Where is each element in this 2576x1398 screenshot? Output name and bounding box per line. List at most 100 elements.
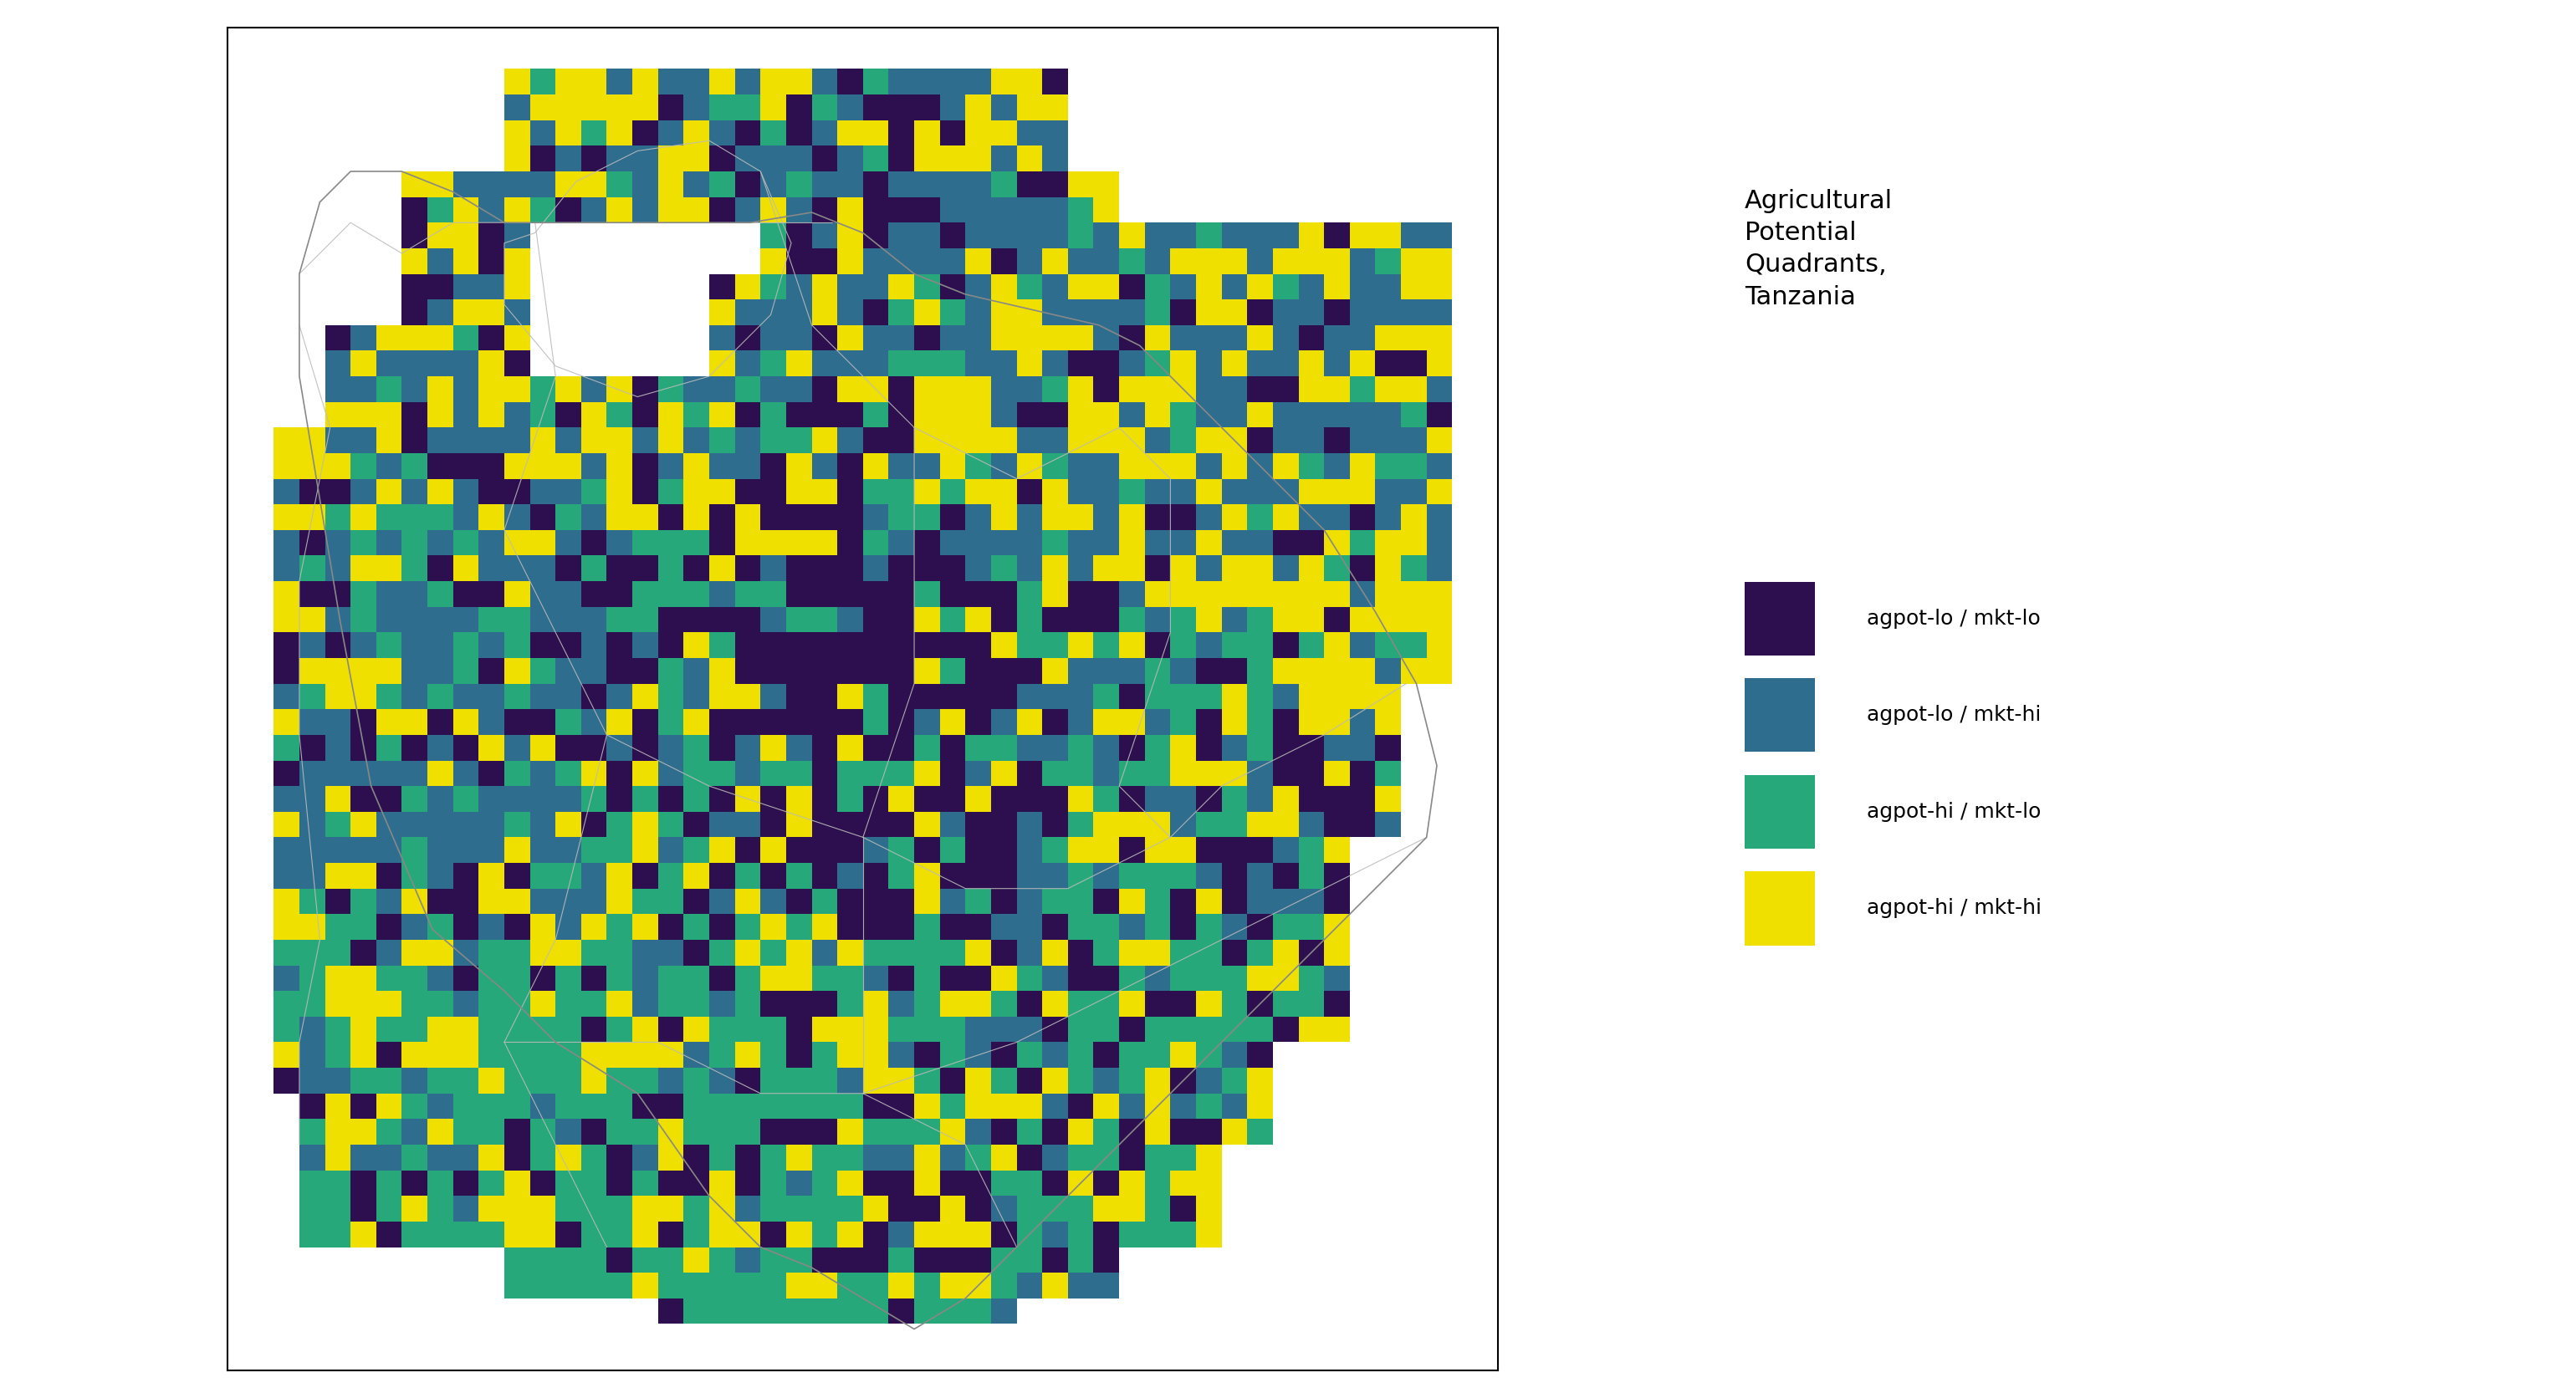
Bar (453, 607, 479, 632)
Bar (863, 249, 889, 274)
Bar (608, 453, 631, 478)
Bar (1247, 914, 1273, 939)
Bar (1118, 401, 1144, 428)
Bar (1043, 1272, 1069, 1299)
Bar (402, 530, 428, 555)
Bar (1427, 632, 1453, 658)
Bar (1324, 326, 1350, 351)
Bar (1298, 607, 1324, 632)
Bar (657, 1145, 683, 1170)
Bar (582, 632, 608, 658)
Bar (325, 582, 350, 607)
Bar (1221, 1016, 1247, 1042)
Bar (453, 889, 479, 914)
Bar (966, 172, 992, 197)
Bar (1018, 505, 1043, 530)
Bar (863, 1093, 889, 1118)
Bar (1273, 837, 1298, 863)
Bar (966, 684, 992, 709)
Bar (1095, 326, 1118, 351)
Bar (914, 582, 940, 607)
Bar (1221, 351, 1247, 376)
Bar (992, 735, 1018, 761)
Bar (505, 1118, 531, 1145)
Bar (1324, 249, 1350, 274)
Bar (1144, 607, 1170, 632)
Bar (914, 249, 940, 274)
Bar (837, 786, 863, 812)
Bar (760, 555, 786, 582)
Bar (966, 555, 992, 582)
Bar (631, 863, 657, 889)
Bar (376, 478, 402, 505)
FancyBboxPatch shape (1744, 774, 1814, 849)
Bar (811, 274, 837, 299)
Bar (1273, 889, 1298, 914)
Bar (786, 863, 811, 889)
Bar (1247, 478, 1273, 505)
Bar (479, 863, 505, 889)
Bar (531, 1118, 556, 1145)
Bar (350, 658, 376, 684)
Bar (837, 1118, 863, 1145)
Bar (1095, 1145, 1118, 1170)
Bar (863, 1247, 889, 1272)
Bar (428, 351, 453, 376)
Bar (914, 1170, 940, 1195)
Bar (940, 1170, 966, 1195)
Bar (940, 684, 966, 709)
Bar (914, 658, 940, 684)
Bar (940, 939, 966, 966)
Bar (657, 632, 683, 658)
Bar (1170, 505, 1195, 530)
Bar (889, 582, 914, 607)
Bar (1170, 249, 1195, 274)
Bar (734, 1068, 760, 1093)
Bar (608, 812, 631, 837)
Bar (760, 505, 786, 530)
Bar (273, 709, 299, 735)
Bar (1298, 326, 1324, 351)
Bar (376, 658, 402, 684)
Bar (1427, 274, 1453, 299)
Bar (1018, 991, 1043, 1016)
Bar (760, 1016, 786, 1042)
Bar (1221, 453, 1247, 478)
Bar (1350, 505, 1376, 530)
Bar (1247, 863, 1273, 889)
Bar (402, 376, 428, 401)
Bar (760, 582, 786, 607)
Bar (1018, 274, 1043, 299)
Bar (1043, 1068, 1069, 1093)
Bar (992, 530, 1018, 555)
Bar (786, 1016, 811, 1042)
Bar (1170, 991, 1195, 1016)
Bar (940, 401, 966, 428)
Bar (1273, 684, 1298, 709)
Bar (1043, 607, 1069, 632)
Bar (837, 453, 863, 478)
Bar (582, 428, 608, 453)
Bar (505, 222, 531, 249)
Bar (992, 222, 1018, 249)
Bar (402, 1016, 428, 1042)
Bar (786, 222, 811, 249)
Bar (1118, 889, 1144, 914)
Bar (940, 1118, 966, 1145)
Bar (1350, 274, 1376, 299)
Bar (863, 863, 889, 889)
Bar (1018, 1042, 1043, 1068)
Bar (863, 632, 889, 658)
Bar (325, 939, 350, 966)
Bar (402, 1093, 428, 1118)
Bar (1043, 684, 1069, 709)
Bar (1118, 222, 1144, 249)
Bar (299, 761, 325, 786)
Bar (608, 632, 631, 658)
Bar (376, 991, 402, 1016)
Bar (811, 837, 837, 863)
Bar (376, 1170, 402, 1195)
Bar (299, 1093, 325, 1118)
Bar (428, 172, 453, 197)
Bar (582, 1145, 608, 1170)
